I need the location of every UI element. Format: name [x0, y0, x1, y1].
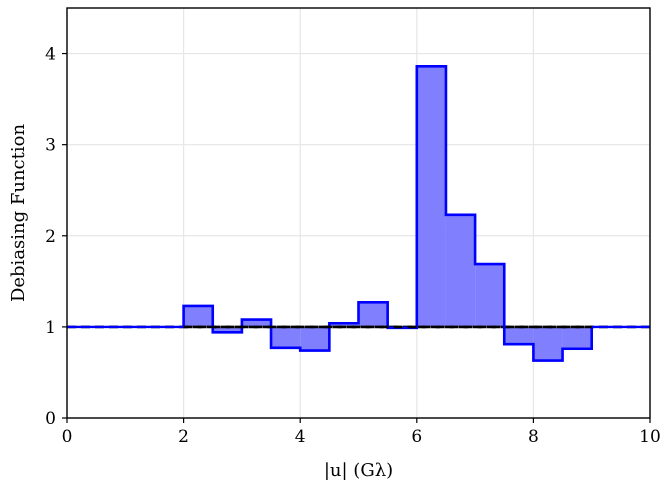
x-tick-label: 8 — [528, 427, 539, 447]
x-tick-label: 6 — [411, 427, 422, 447]
bin-fill — [300, 326, 330, 351]
y-axis-label: Debiasing Function — [8, 124, 29, 303]
x-axis-label: |u| (Gλ) — [324, 460, 393, 481]
plot-frame — [66, 7, 651, 419]
y-tick-label: 4 — [45, 45, 56, 65]
axis-ticks: 0 2 4 6 8 10 0 1 2 3 4 — [45, 45, 660, 447]
bin-fill — [271, 326, 301, 348]
y-tick-label: 2 — [45, 227, 56, 247]
y-tick-label: 3 — [45, 136, 56, 156]
x-tick-label: 4 — [295, 427, 306, 447]
bin-fill — [562, 326, 592, 349]
step-outline — [182, 65, 593, 362]
y-tick-label: 0 — [45, 409, 56, 429]
bin-fill — [504, 326, 534, 345]
y-tick-label: 1 — [45, 318, 56, 338]
bins-outline — [67, 65, 650, 362]
bin-fill — [445, 214, 476, 327]
x-tick-label: 2 — [178, 427, 189, 447]
bin-fill — [475, 264, 505, 327]
bin-fill — [183, 305, 213, 327]
bins-fill — [183, 66, 592, 361]
bin-fill — [329, 323, 359, 327]
bin-fill — [533, 326, 563, 361]
bin-fill — [241, 319, 272, 327]
x-tick-label: 0 — [62, 427, 73, 447]
x-tick-label: 10 — [639, 427, 660, 447]
bin-fill — [416, 66, 446, 327]
bin-fill — [212, 326, 242, 333]
bin-fill — [358, 302, 388, 327]
